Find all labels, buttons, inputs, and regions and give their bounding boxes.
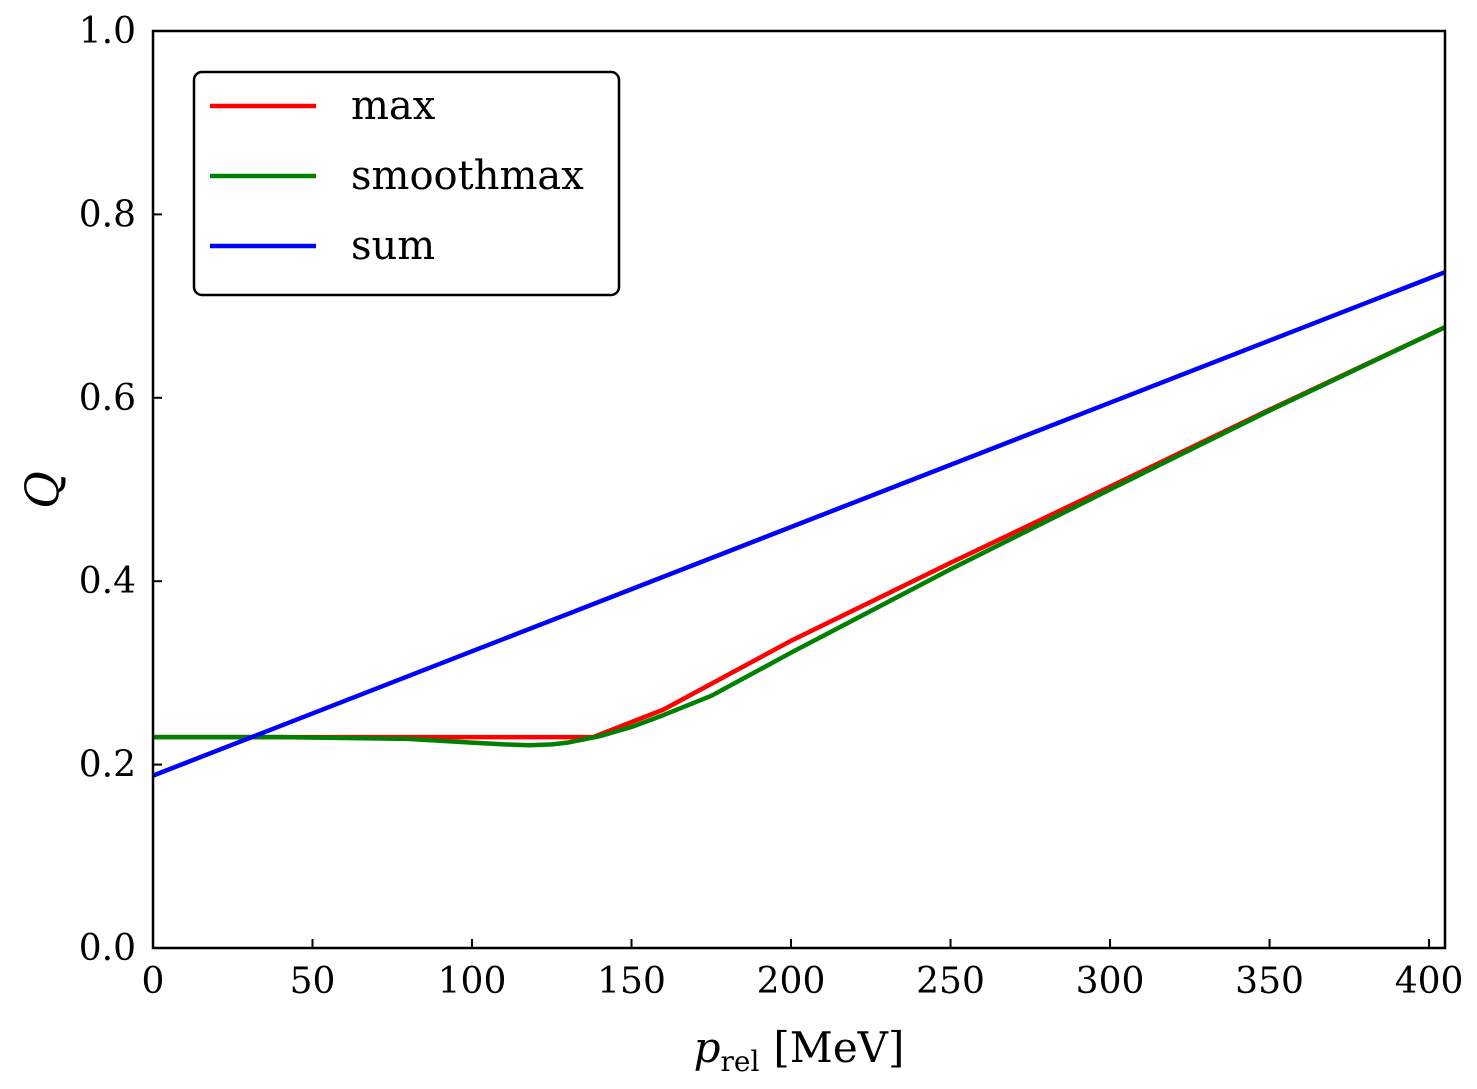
x-tick-label: 150 (597, 961, 666, 1002)
y-tick-label: 0.2 (79, 745, 136, 786)
legend-entries: max smoothmax sum (210, 83, 584, 269)
legend-label-max: max (351, 83, 436, 129)
x-tick-label: 400 (1395, 961, 1464, 1002)
series-line-smoothmax (153, 325, 1446, 748)
series-line-sum (152, 270, 1446, 778)
x-tick-label: 100 (438, 961, 507, 1002)
series-line-max (153, 325, 1446, 740)
y-tick-label: 0.6 (79, 378, 136, 419)
y-axis-title: Q (15, 471, 69, 509)
legend-label-smoothmax: smoothmax (351, 153, 584, 199)
plot-frame (151, 29, 1447, 950)
y-tick-label: 1.0 (79, 11, 136, 52)
series-layer (152, 270, 1446, 778)
y-tick-label: 0.4 (79, 561, 136, 602)
x-axis-title-unit: [MeV] (773, 1023, 904, 1072)
legend-label-sum: sum (351, 223, 435, 269)
legend-frame (192, 70, 621, 297)
legend: max smoothmax sum (192, 70, 621, 297)
y-tick-label: 0.0 (79, 928, 136, 969)
y-tick-label: 0.8 (79, 194, 136, 235)
x-axis-title-symbol: p (694, 1023, 721, 1072)
x-tick-label: 300 (1076, 961, 1145, 1002)
x-tick-label: 50 (290, 961, 336, 1002)
x-tick-label: 0 (142, 961, 165, 1002)
x-tick-label: 350 (1235, 961, 1304, 1002)
x-tick-label: 250 (916, 961, 985, 1002)
x-axis-title: prel [MeV] (694, 1023, 905, 1078)
x-tick-label: 200 (757, 961, 826, 1002)
tick-layer: 0 50 100 150 200 250 300 350 400 0.0 0.2 0.4 0.6 0.8 1… (79, 11, 1464, 1002)
x-axis-title-subscript: rel (721, 1045, 760, 1078)
